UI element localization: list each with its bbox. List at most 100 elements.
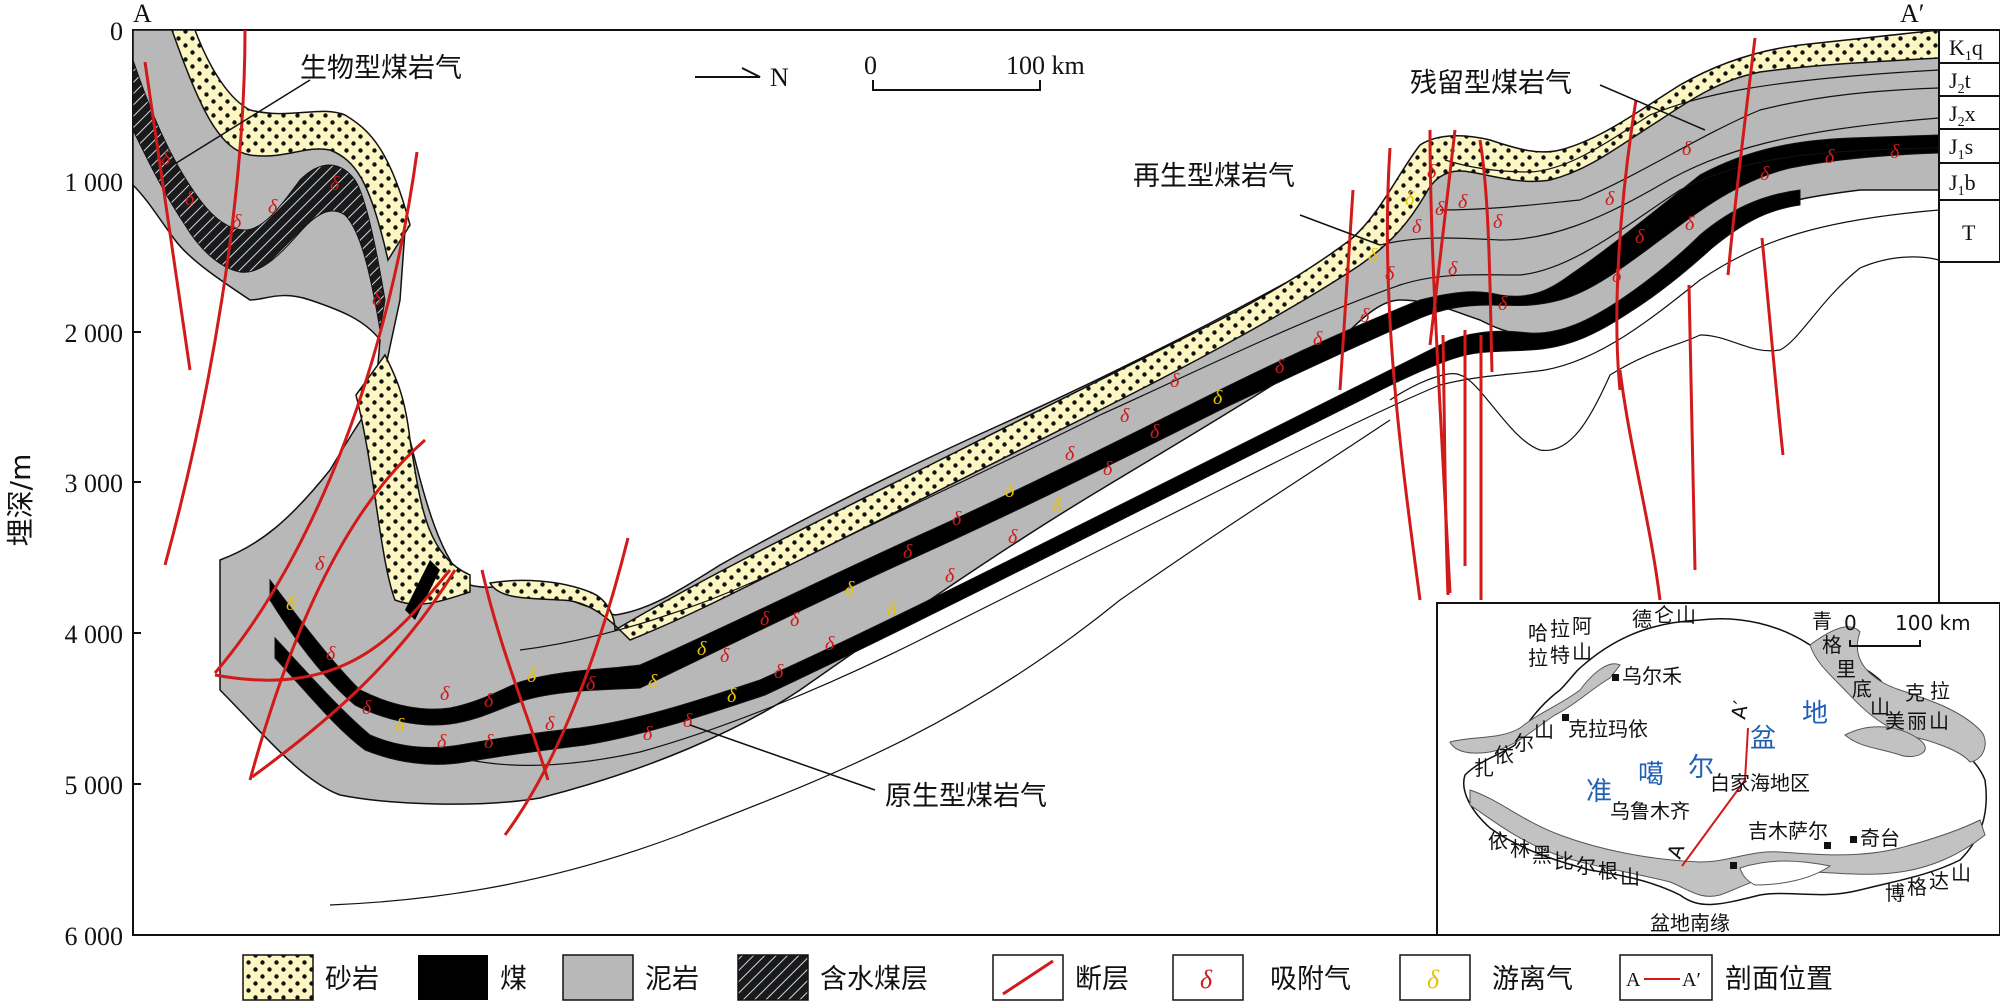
legend-label: 吸附气 bbox=[1270, 964, 1351, 995]
adsorbed-gas-symbol: δ bbox=[1360, 305, 1370, 327]
legend-label: 泥岩 bbox=[645, 964, 699, 995]
layer-lines bbox=[329, 69, 1940, 906]
adsorbed-gas-symbol: δ bbox=[1760, 163, 1770, 185]
adsorbed-gas-symbol: δ bbox=[1605, 188, 1615, 210]
fault bbox=[163, 29, 247, 566]
scale-bar: 0 100 km bbox=[864, 51, 1085, 91]
fault bbox=[480, 569, 550, 781]
free-gas-symbol: δ bbox=[527, 665, 537, 687]
annotation-residual: 残留型煤岩气 bbox=[1410, 68, 1572, 99]
city-qitai: 奇台 bbox=[1860, 826, 1900, 850]
free-gas-symbol: δ bbox=[395, 715, 405, 737]
basin-char: 噶 bbox=[1638, 760, 1664, 790]
free-gas-symbol: δ bbox=[1405, 188, 1415, 210]
adsorbed-gas-symbol: δ bbox=[161, 148, 171, 170]
mountain-char: 依 bbox=[1488, 829, 1508, 853]
y-tick: 6 000 bbox=[65, 922, 124, 951]
adsorbed-gas-symbol: δ bbox=[1150, 421, 1160, 443]
mountain-char: 达 bbox=[1929, 869, 1949, 893]
adsorbed-gas-symbol: δ bbox=[1313, 328, 1323, 350]
annotations: 生物型煤岩气 残留型煤岩气 再生型煤岩气 原生型煤岩气 bbox=[164, 53, 1706, 812]
basin-char: 盆 bbox=[1750, 724, 1776, 754]
legend: 砂岩 煤 泥岩 含水煤层 断层 δ 吸附气 δ 游离气 A A′ 剖面位置 bbox=[242, 954, 1833, 1001]
mountain-margin bbox=[1469, 789, 1986, 897]
scale-start: 0 bbox=[864, 51, 877, 80]
city-marker bbox=[1612, 674, 1619, 681]
y-axis-label: 埋深/m bbox=[4, 454, 37, 547]
adsorbed-gas-symbol: δ bbox=[1448, 258, 1458, 280]
y-tick: 3 000 bbox=[65, 469, 124, 498]
legend-profile-b: A′ bbox=[1682, 969, 1701, 991]
fault bbox=[248, 438, 426, 781]
adsorbed-gas-symbol: δ bbox=[720, 645, 730, 667]
mountain-char: 拉 bbox=[1550, 617, 1570, 641]
mountain-char: 底 bbox=[1852, 677, 1872, 701]
mountain-char: 尔 bbox=[1576, 854, 1596, 878]
fault bbox=[1687, 284, 1697, 571]
adsorbed-gas-symbol: δ bbox=[1435, 198, 1445, 220]
adsorbed-gas-symbol: δ bbox=[326, 643, 336, 665]
adsorbed-gas-symbol: δ bbox=[484, 690, 494, 712]
adsorbed-gas-symbol: δ bbox=[1385, 263, 1395, 285]
city-marker bbox=[1850, 836, 1857, 843]
adsorbed-gas-symbol: δ bbox=[825, 633, 835, 655]
fault bbox=[1385, 147, 1422, 601]
mountain-char: 仑 bbox=[1654, 603, 1674, 627]
mountain-char: 格 bbox=[1907, 875, 1927, 899]
mountain-char: 拉 bbox=[1930, 679, 1950, 703]
legend-label: 煤 bbox=[500, 964, 527, 995]
fault bbox=[213, 151, 419, 674]
scale-end: 100 km bbox=[1006, 51, 1085, 80]
inset-section-b: A′ bbox=[1726, 698, 1753, 721]
mountain-char: 山 bbox=[1929, 709, 1949, 733]
sandstone-band bbox=[355, 353, 471, 605]
section-line bbox=[1681, 727, 1749, 867]
mountain-char: 格 bbox=[1822, 633, 1842, 657]
free-gas-icon: δ bbox=[1427, 965, 1440, 994]
mountain-char: 山 bbox=[1870, 695, 1890, 719]
basin-char: 地 bbox=[1802, 699, 1828, 729]
free-gas-symbol: δ bbox=[1213, 387, 1223, 409]
adsorbed-gas-symbol: δ bbox=[683, 710, 693, 732]
sandstone-band bbox=[170, 29, 411, 262]
adsorbed-gas-symbol: δ bbox=[545, 713, 555, 735]
adsorbed-gas-symbol: δ bbox=[330, 173, 340, 195]
stratum-K1q: K1q bbox=[1949, 35, 1983, 64]
coal-seam-lower bbox=[274, 189, 1801, 765]
mountain-margin bbox=[1449, 663, 1621, 754]
adsorbed-gas-symbol: δ bbox=[1275, 356, 1285, 378]
fault bbox=[503, 537, 630, 836]
adsorbed-gas-symbol: δ bbox=[1635, 226, 1645, 248]
adsorbed-gas-symbol: δ bbox=[1103, 458, 1113, 480]
city-marker bbox=[1824, 842, 1831, 849]
adsorbed-gas-symbol: δ bbox=[774, 661, 784, 683]
stratum-J2x: J2x bbox=[1949, 101, 1976, 130]
free-gas-symbol: δ bbox=[697, 638, 707, 660]
legend-swatch-coal bbox=[418, 955, 488, 1000]
free-gas-symbol: δ bbox=[845, 578, 855, 600]
fault bbox=[1726, 37, 1757, 276]
mountain-char: 克 bbox=[1905, 681, 1925, 705]
adsorbed-gas-symbol: δ bbox=[232, 211, 242, 233]
legend-label: 含水煤层 bbox=[820, 964, 928, 995]
mountain-char: 依 bbox=[1494, 743, 1514, 767]
adsorbed-gas-symbol: δ bbox=[362, 697, 372, 719]
legend-swatch-profile bbox=[1619, 954, 1713, 1001]
y-tick: 2 000 bbox=[65, 319, 124, 348]
fault bbox=[143, 61, 192, 371]
stratum-J1s: J1s bbox=[1949, 134, 1973, 163]
fault bbox=[1760, 237, 1785, 456]
fault bbox=[1478, 139, 1494, 373]
adsorbed-gas-symbol: δ bbox=[1427, 161, 1437, 183]
mountain-char: 扎 bbox=[1474, 756, 1494, 780]
mountain-char: 丽 bbox=[1907, 709, 1927, 733]
inset-map: A A′ 0 100 km 乌尔禾 克拉玛依 乌鲁木齐 吉木萨尔 奇台 白家海地… bbox=[1436, 602, 2000, 936]
adsorbed-gas-symbol: δ bbox=[185, 188, 195, 210]
annotation-regenerated: 再生型煤岩气 bbox=[1133, 161, 1295, 192]
inset-scale-start: 0 bbox=[1844, 611, 1857, 635]
adsorbed-gas-symbol: δ bbox=[1065, 443, 1075, 465]
legend-swatch-sandstone bbox=[242, 954, 314, 1001]
south-margin-label: 盆地南缘 bbox=[1650, 911, 1730, 935]
mountain-char: 特 bbox=[1550, 643, 1570, 667]
